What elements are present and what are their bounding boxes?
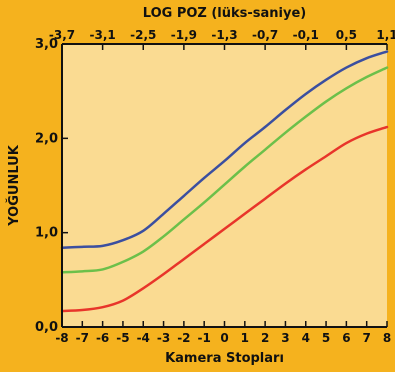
x-tick-label: -3 — [157, 331, 170, 345]
x-tick-label: 7 — [363, 331, 371, 345]
curve-series-2 — [60, 66, 389, 274]
y-tick-label: 1,0 — [35, 226, 58, 241]
curve-series-1 — [60, 50, 389, 250]
top-tick-label: -1,3 — [211, 28, 237, 42]
x-tick-label: -5 — [116, 331, 129, 345]
x-tick-label: -1 — [198, 331, 211, 345]
top-tick-label: 0,5 — [336, 28, 357, 42]
x-tick-label: 4 — [302, 331, 310, 345]
curves — [60, 50, 389, 313]
top-axis-ticks: -3,7 -3,1 -2,5 -1,9 -1,3 -0,7 -0,1 0,5 1,1 — [49, 28, 395, 50]
x-tick-label: -8 — [55, 331, 68, 345]
x-tick-label: 6 — [342, 331, 350, 345]
x-tick-label: -7 — [76, 331, 89, 345]
x-tick-label: -4 — [137, 331, 150, 345]
top-tick-label: -0,7 — [252, 28, 278, 42]
curve-series-3 — [60, 125, 389, 313]
x-tick-label: -2 — [177, 331, 190, 345]
y-tick-label: 3,0 — [35, 37, 58, 52]
x-tick-label: 8 — [383, 331, 391, 345]
x-tick-label: 1 — [241, 331, 249, 345]
top-tick-label: -3,1 — [90, 28, 116, 42]
top-axis-title: LOG POZ (lüks-saniye) — [143, 6, 306, 21]
top-tick-label: -1,9 — [171, 28, 197, 42]
x-tick-label: 3 — [281, 331, 289, 345]
top-tick-label: -3,7 — [49, 28, 75, 42]
x-tick-label: -6 — [96, 331, 109, 345]
top-tick-label: -0,1 — [293, 28, 319, 42]
y-axis-title: YOĞUNLUK — [6, 144, 22, 226]
left-axis-ticks: 0,0 1,0 2,0 3,0 — [35, 37, 68, 335]
top-tick-label: -2,5 — [130, 28, 156, 42]
x-axis-title: Kamera Stopları — [165, 351, 284, 366]
x-tick-label: 0 — [220, 331, 228, 345]
y-tick-label: 2,0 — [35, 131, 58, 146]
bottom-axis-ticks: -8 -7 -6 -5 -4 -3 -2 -1 0 1 2 3 4 5 6 7 8 — [55, 321, 391, 345]
x-tick-label: 5 — [322, 331, 330, 345]
x-tick-label: 2 — [261, 331, 269, 345]
y-tick-label: 0,0 — [35, 320, 58, 335]
top-tick-label: 1,1 — [376, 28, 395, 42]
